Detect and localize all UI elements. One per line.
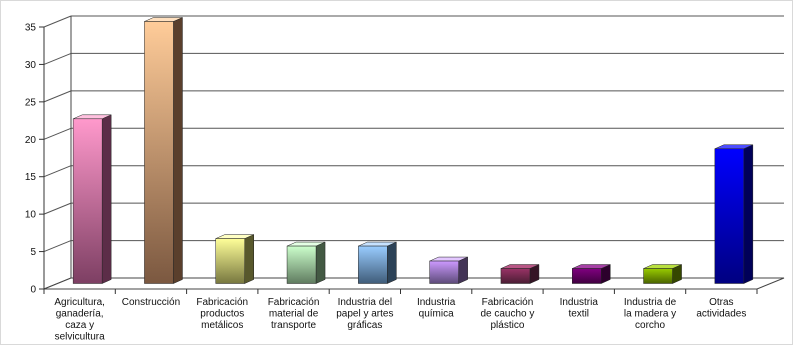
bar-front xyxy=(643,268,673,284)
bar-side xyxy=(315,241,326,284)
bar-front xyxy=(714,148,745,284)
y-tick-label: 20 xyxy=(25,135,37,146)
x-category-label: Otras actividades xyxy=(696,297,746,320)
bar-3 xyxy=(215,234,254,284)
x-category-label: Construcción xyxy=(122,297,180,308)
bar-1 xyxy=(72,114,112,284)
bar-side xyxy=(173,17,183,284)
bar-7 xyxy=(500,264,540,284)
x-category-label: Industria de la madera y corcho xyxy=(624,297,677,331)
bar-side xyxy=(743,144,754,284)
label-layer: Agricultura, ganadería, caza y selvicultura… xyxy=(54,297,746,343)
gridline-connector xyxy=(43,127,72,140)
gridline-connector xyxy=(43,240,72,253)
gridline-connector xyxy=(43,90,72,103)
x-category-label: Agricultura, ganadería, caza y selvicultura xyxy=(54,297,105,343)
bar-front xyxy=(358,245,388,284)
bar-6 xyxy=(429,256,468,284)
bar-9 xyxy=(643,264,682,284)
gridline-connector xyxy=(43,52,72,65)
x-category-label: Industria del papel y artes gráficas xyxy=(336,297,393,331)
bar-front xyxy=(429,260,459,284)
bar-layer xyxy=(72,17,754,284)
grid-layer xyxy=(43,15,784,290)
x-category-label: Industria química xyxy=(417,297,456,320)
y-tick-label: 25 xyxy=(25,97,37,108)
gridline-connector xyxy=(43,165,72,178)
bar-front xyxy=(144,21,174,284)
bar-front xyxy=(500,268,531,284)
bar-4 xyxy=(286,241,326,284)
y-tick-label: 35 xyxy=(25,23,37,34)
bar-side xyxy=(387,241,397,284)
bar-8 xyxy=(572,264,611,284)
bar-front xyxy=(72,118,103,284)
x-category-label: Fabricación productos metálicos xyxy=(196,297,248,331)
bar-side xyxy=(244,234,254,284)
y-tick-label: 10 xyxy=(25,210,37,221)
bar-front xyxy=(572,268,602,284)
bar-side xyxy=(458,256,468,284)
y-tick-label: 0 xyxy=(30,285,36,296)
bar-front xyxy=(215,238,245,284)
y-tick-label: 5 xyxy=(30,247,36,258)
x-category-label: Fabricación de caucho y plástico xyxy=(480,297,534,331)
bar-2 xyxy=(144,17,183,284)
y-tick-label: 15 xyxy=(25,172,37,183)
bar-front xyxy=(286,245,317,284)
bar-side xyxy=(101,114,112,284)
gridline-connector xyxy=(43,202,72,215)
x-category-label: Fabricación material de transporte xyxy=(268,297,320,331)
y-tick-label: 30 xyxy=(25,60,37,71)
x-category-label: Industria textil xyxy=(560,297,599,320)
bar-5 xyxy=(358,241,397,284)
bar-10 xyxy=(714,144,754,284)
gridline-connector xyxy=(43,15,72,28)
